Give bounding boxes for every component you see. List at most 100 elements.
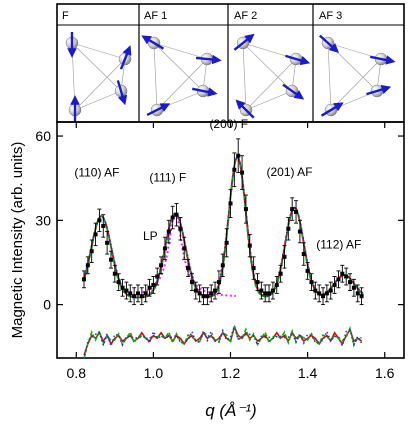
data-point [332,282,337,287]
spin-molecule [233,33,311,119]
peak-label: (200) F [209,117,248,131]
x-tick-label: 0.8 [67,365,87,381]
spin-arrow [233,33,255,51]
panel-label-af1: AF 1 [144,10,167,22]
data-point [120,285,125,290]
y-tick-label: 30 [35,212,51,228]
bond-line [71,42,122,92]
residual-red [83,324,363,356]
data-point [178,226,183,231]
panel-label-af3: AF 3 [319,10,342,22]
peak-label: (201) AF [267,165,313,179]
data-point [270,288,275,293]
data-point [174,212,179,217]
data-point [236,153,241,158]
data-point [344,274,349,279]
data-point [139,294,144,299]
data-point [112,271,117,276]
data-point [259,288,264,293]
bond-line [74,58,126,111]
data-point [321,294,326,299]
data-point [328,288,333,293]
spin-arrow [366,84,392,96]
data-point [348,280,353,285]
peak-label: (112) AF [316,237,361,251]
bond-line [245,90,293,111]
data-point [228,201,233,206]
data-point [290,207,295,212]
data-point [143,291,148,296]
spin-arrow [146,103,171,116]
data-point [297,229,302,234]
data-point [251,266,256,271]
data-point [105,240,110,245]
data-point [355,291,360,296]
residual-blue [83,324,363,360]
data-point [255,280,260,285]
data-point [286,226,291,231]
x-tick-label: 1.0 [144,365,164,381]
data-point [93,232,98,237]
data-point [81,277,86,282]
panel-label-af2: AF 2 [234,10,257,22]
data-point [170,215,175,220]
peak-label: (111) F [149,170,186,184]
data-point [116,280,121,285]
bond-line [327,42,332,111]
spin-arrow [319,34,340,53]
data-point [108,257,113,262]
data-point [155,274,160,279]
spin-arrow [320,102,344,117]
bond-line [156,58,208,111]
lorentzian-label: LP [143,229,158,243]
data-point [274,282,279,287]
x-tick-label: 1.2 [221,365,241,381]
data-point [263,291,268,296]
data-point [97,218,102,223]
spin-arrow [191,87,218,97]
data-point [232,167,237,172]
data-point [216,280,221,285]
data-point [213,288,218,293]
panel-label-f: F [62,10,69,22]
data-point [193,288,198,293]
bond-line [153,42,158,111]
data-point [313,288,318,293]
data-point [317,291,322,296]
data-point [162,246,167,251]
panels-frame [56,3,405,123]
data-point [340,271,345,276]
spin-arrow [119,45,132,70]
data-point [166,229,171,234]
data-point [85,263,90,268]
spin-arrow [141,35,165,50]
bond-line [242,42,293,92]
spin-configuration-panels: F AF 1 AF 2 AF 3 [56,3,405,123]
bond-line [71,42,126,60]
data-point [309,280,314,285]
data-point [147,285,152,290]
data-point [240,170,245,175]
spin-arrow [195,54,222,65]
data-point [201,294,206,299]
data-point [89,249,94,254]
data-point [267,291,272,296]
spin-molecule [65,32,132,121]
data-point [351,285,356,290]
y-axis-label: Magnetic Intensity (arb. units) [9,142,26,339]
spin-molecule [319,34,396,117]
plot-area: 0.8 1.0 1.2 1.4 1.6 0 30 60 (110) AF (111) F (200… [9,117,405,420]
x-tick-label: 1.6 [375,365,395,381]
data-point [359,294,364,299]
data-point [124,288,129,293]
data-point [189,280,194,285]
data-point [205,294,210,299]
data-point [159,263,164,268]
peak-label: (110) AF [74,166,119,180]
spin-arrow [285,54,311,66]
x-axis-label: q (Å⁻¹) [205,401,256,420]
x-tick-label: 1.4 [298,365,318,381]
data-point [301,252,306,257]
data-point [324,291,329,296]
